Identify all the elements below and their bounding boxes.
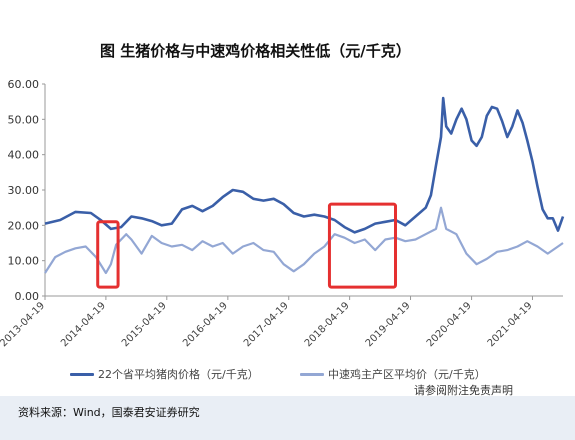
legend-item-pork: 22个省平均猪肉价格（元/千克）	[70, 366, 259, 382]
legend-swatch-pork	[70, 372, 94, 376]
x-tick-label: 2014-04-19	[59, 300, 108, 349]
y-tick-label: 50.00	[8, 113, 40, 126]
y-tick-label: 0.00	[15, 290, 40, 303]
legend-label-pork: 22个省平均猪肉价格（元/千克）	[98, 368, 259, 381]
x-tick-label: 2020-04-19	[425, 300, 474, 349]
x-tick-label: 2018-04-19	[303, 300, 352, 349]
y-tick-label: 30.00	[8, 184, 40, 197]
source-note: 资料来源：Wind，国泰君安证券研究	[18, 406, 200, 419]
x-tick-label: 2013-04-19	[0, 300, 47, 349]
y-tick-label: 40.00	[8, 149, 40, 162]
highlight-box-1	[96, 220, 120, 289]
legend-label-chicken: 中速鸡主产区平均价（元/千克）	[328, 368, 486, 381]
disclaimer-text: 请参阅附注免责声明	[414, 384, 513, 397]
x-tick-label: 2021-04-19	[486, 300, 535, 349]
x-tick-label: 2016-04-19	[181, 300, 230, 349]
y-tick-label: 20.00	[8, 219, 40, 232]
x-tick-label: 2019-04-19	[364, 300, 413, 349]
y-tick-label: 60.00	[8, 78, 40, 91]
annotations	[96, 202, 398, 289]
chart-title: 图 生猪价格与中速鸡价格相关性低（元/千克）	[100, 42, 411, 60]
x-tick-label: 2017-04-19	[242, 300, 291, 349]
footer-band	[0, 396, 575, 440]
highlight-box-2	[327, 202, 398, 289]
legend-swatch-chicken	[300, 372, 324, 376]
legend-item-chicken: 中速鸡主产区平均价（元/千克）	[300, 366, 486, 382]
series-line-pork	[44, 96, 565, 234]
series-lines	[44, 96, 565, 275]
y-tick-label: 10.00	[8, 255, 40, 268]
x-tick-label: 2015-04-19	[120, 300, 169, 349]
series-line-chicken	[44, 206, 564, 275]
